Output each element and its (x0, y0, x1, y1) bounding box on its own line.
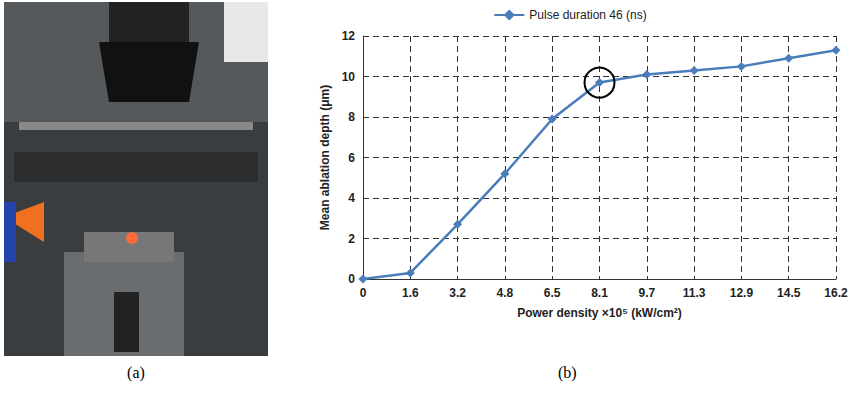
svg-text:6.5: 6.5 (544, 286, 561, 300)
svg-text:4: 4 (348, 191, 355, 205)
svg-text:8.1: 8.1 (591, 286, 608, 300)
svg-text:2: 2 (348, 232, 355, 246)
svg-text:16.2: 16.2 (824, 286, 848, 300)
svg-text:14.5: 14.5 (777, 286, 801, 300)
svg-text:3.2: 3.2 (449, 286, 466, 300)
svg-text:11.3: 11.3 (683, 286, 706, 300)
svg-text:12: 12 (342, 29, 356, 43)
svg-text:8: 8 (348, 110, 355, 124)
svg-text:Pulse duration 46 (ns): Pulse duration 46 (ns) (529, 8, 646, 22)
svg-text:6: 6 (348, 151, 355, 165)
svg-text:(b): (b) (558, 364, 577, 382)
svg-text:1.6: 1.6 (402, 286, 419, 300)
svg-text:Mean ablation depth (μm): Mean ablation depth (μm) (318, 85, 332, 230)
svg-text:0: 0 (348, 272, 355, 286)
html-text:(a): (a) (127, 364, 145, 381)
svg-text:0: 0 (360, 286, 367, 300)
svg-text:Power density ×10⁵ (kW/cm²): Power density ×10⁵ (kW/cm²) (517, 306, 682, 320)
svg-text:9.7: 9.7 (638, 286, 655, 300)
svg-text:4.8: 4.8 (497, 286, 514, 300)
svg-text:12.9: 12.9 (730, 286, 754, 300)
svg-text:10: 10 (342, 70, 356, 84)
